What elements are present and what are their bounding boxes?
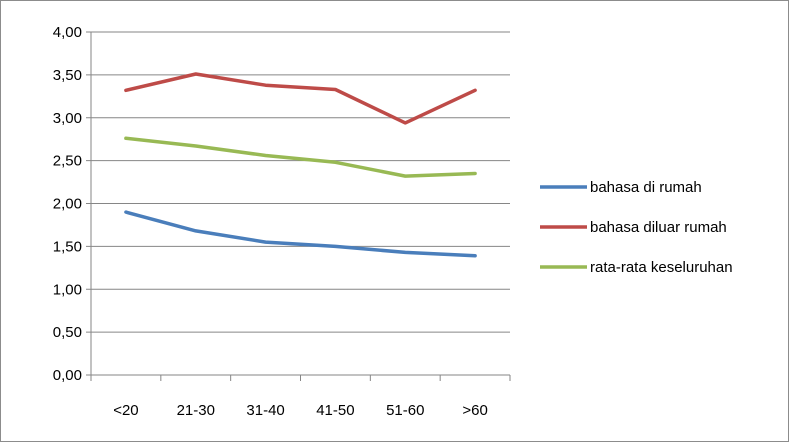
y-tick-label: 0,00: [53, 367, 82, 384]
tick-labels: 0,00 0,50 1,00 1,50 2,00 2,50 3,00 3,50 4,00 <20 2…: [53, 24, 488, 419]
y-tick-label: 2,50: [53, 153, 82, 170]
y-tick-label: 3,50: [53, 67, 82, 84]
x-tick-label: 21-30: [177, 402, 215, 419]
series-lines: [124, 72, 477, 258]
x-tick-label: 51-60: [386, 402, 424, 419]
legend: bahasa di rumah bahasa diluar rumah rata-r…: [540, 179, 733, 276]
y-tick-label: 0,50: [53, 324, 82, 341]
series-line-1: [124, 210, 477, 258]
axes: [86, 31, 511, 381]
series-line-3: [124, 136, 477, 178]
legend-label: bahasa di rumah: [590, 179, 702, 196]
series-line-2: [124, 72, 477, 125]
x-tick-label: >60: [462, 402, 487, 419]
y-tick-label: 4,00: [53, 24, 82, 41]
y-tick-label: 2,00: [53, 196, 82, 213]
legend-label: bahasa diluar rumah: [590, 219, 727, 236]
y-tick-label: 3,00: [53, 110, 82, 127]
x-tick-label: <20: [113, 402, 138, 419]
x-tick-label: 31-40: [246, 402, 284, 419]
x-tick-label: 41-50: [316, 402, 354, 419]
y-tick-label: 1,00: [53, 281, 82, 298]
legend-label: rata-rata keseluruhan: [590, 259, 733, 276]
gridlines: [91, 31, 510, 333]
y-tick-label: 1,50: [53, 238, 82, 255]
